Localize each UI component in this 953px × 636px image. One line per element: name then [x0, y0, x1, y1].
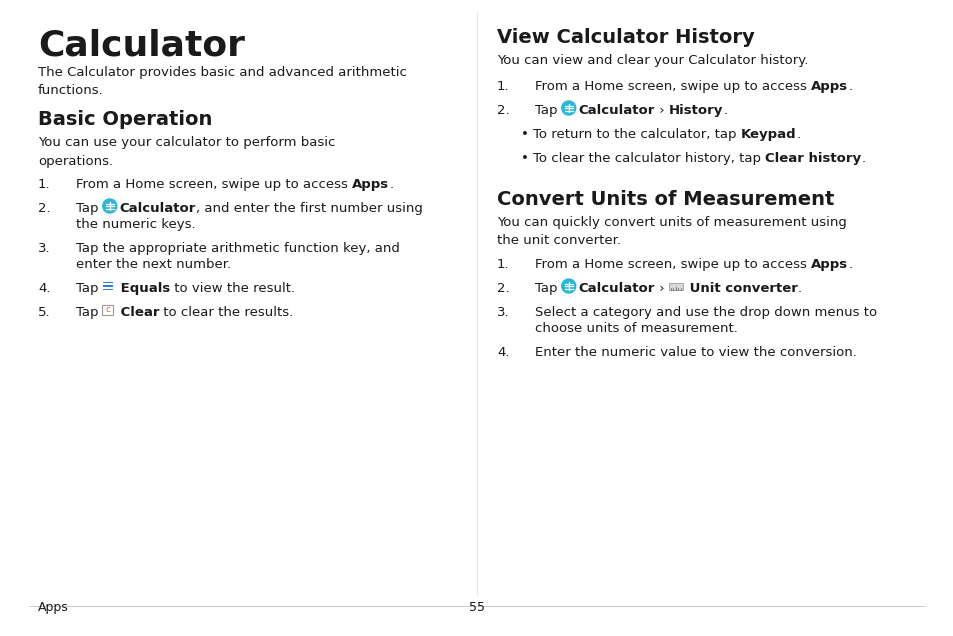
Text: Apps: Apps — [810, 258, 847, 271]
Text: .: . — [797, 282, 801, 295]
Text: Apps: Apps — [352, 178, 389, 191]
Text: Convert Units of Measurement: Convert Units of Measurement — [497, 190, 834, 209]
Text: Apps: Apps — [38, 601, 69, 614]
Text: Tap: Tap — [535, 104, 561, 117]
Text: Unit converter: Unit converter — [684, 282, 797, 295]
Text: 55: 55 — [469, 601, 484, 614]
Text: •: • — [520, 128, 528, 141]
Text: 4.: 4. — [497, 346, 509, 359]
Text: enter the next number.: enter the next number. — [76, 258, 231, 271]
Text: Calculator: Calculator — [578, 104, 655, 117]
Text: Tap the appropriate arithmetic function key, and: Tap the appropriate arithmetic function … — [76, 242, 399, 255]
Circle shape — [561, 101, 576, 115]
Text: Tap: Tap — [76, 306, 103, 319]
Text: ›: › — [655, 282, 668, 295]
Text: Tap: Tap — [535, 282, 561, 295]
Circle shape — [103, 199, 116, 213]
Text: Calculator: Calculator — [120, 202, 196, 215]
Text: To clear the calculator history, tap: To clear the calculator history, tap — [533, 152, 764, 165]
Text: the numeric keys.: the numeric keys. — [76, 218, 195, 231]
Text: to view the result.: to view the result. — [170, 282, 294, 295]
FancyBboxPatch shape — [103, 282, 112, 290]
Text: The Calculator provides basic and advanced arithmetic
functions.: The Calculator provides basic and advanc… — [38, 66, 406, 97]
Text: 4.: 4. — [38, 282, 51, 295]
Text: •: • — [520, 152, 528, 165]
Text: .: . — [847, 80, 851, 93]
Text: , and enter the first number using: , and enter the first number using — [196, 202, 422, 215]
Text: 1.: 1. — [497, 80, 509, 93]
Text: Calculator: Calculator — [38, 28, 245, 62]
Text: 5.: 5. — [38, 306, 51, 319]
Text: .: . — [389, 178, 393, 191]
Circle shape — [561, 279, 576, 293]
Text: Tap: Tap — [76, 202, 103, 215]
Text: You can quickly convert units of measurement using
the unit converter.: You can quickly convert units of measure… — [497, 216, 846, 247]
Text: c: c — [105, 305, 111, 314]
Text: .: . — [847, 258, 851, 271]
Text: .: . — [796, 128, 800, 141]
Text: .: . — [722, 104, 727, 117]
Text: Apps: Apps — [810, 80, 847, 93]
Text: Clear history: Clear history — [764, 152, 861, 165]
Text: choose units of measurement.: choose units of measurement. — [535, 322, 737, 335]
Text: You can view and clear your Calculator history.: You can view and clear your Calculator h… — [497, 54, 807, 67]
Text: You can use your calculator to perform basic
operations.: You can use your calculator to perform b… — [38, 136, 335, 167]
Text: Calculator: Calculator — [578, 282, 655, 295]
Text: 2.: 2. — [38, 202, 51, 215]
Text: Clear: Clear — [115, 306, 159, 319]
Text: Select a category and use the drop down menus to: Select a category and use the drop down … — [535, 306, 876, 319]
Text: .: . — [861, 152, 864, 165]
Text: 1.: 1. — [497, 258, 509, 271]
Text: To return to the calculator, tap: To return to the calculator, tap — [533, 128, 740, 141]
Text: 3.: 3. — [497, 306, 509, 319]
Text: From a Home screen, swipe up to access: From a Home screen, swipe up to access — [535, 80, 810, 93]
FancyBboxPatch shape — [102, 305, 113, 315]
Text: Enter the numeric value to view the conversion.: Enter the numeric value to view the conv… — [535, 346, 856, 359]
Text: 2.: 2. — [497, 282, 509, 295]
Text: ›: › — [655, 104, 668, 117]
Text: View Calculator History: View Calculator History — [497, 28, 754, 47]
FancyBboxPatch shape — [668, 282, 682, 289]
Text: 1.: 1. — [38, 178, 51, 191]
Text: to clear the results.: to clear the results. — [159, 306, 294, 319]
Text: From a Home screen, swipe up to access: From a Home screen, swipe up to access — [535, 258, 810, 271]
Text: From a Home screen, swipe up to access: From a Home screen, swipe up to access — [76, 178, 352, 191]
Text: Tap: Tap — [76, 282, 103, 295]
Text: Keypad: Keypad — [740, 128, 796, 141]
Text: Basic Operation: Basic Operation — [38, 110, 213, 129]
Text: 3.: 3. — [38, 242, 51, 255]
Text: Equals: Equals — [115, 282, 170, 295]
Text: History: History — [668, 104, 722, 117]
Text: 2.: 2. — [497, 104, 509, 117]
